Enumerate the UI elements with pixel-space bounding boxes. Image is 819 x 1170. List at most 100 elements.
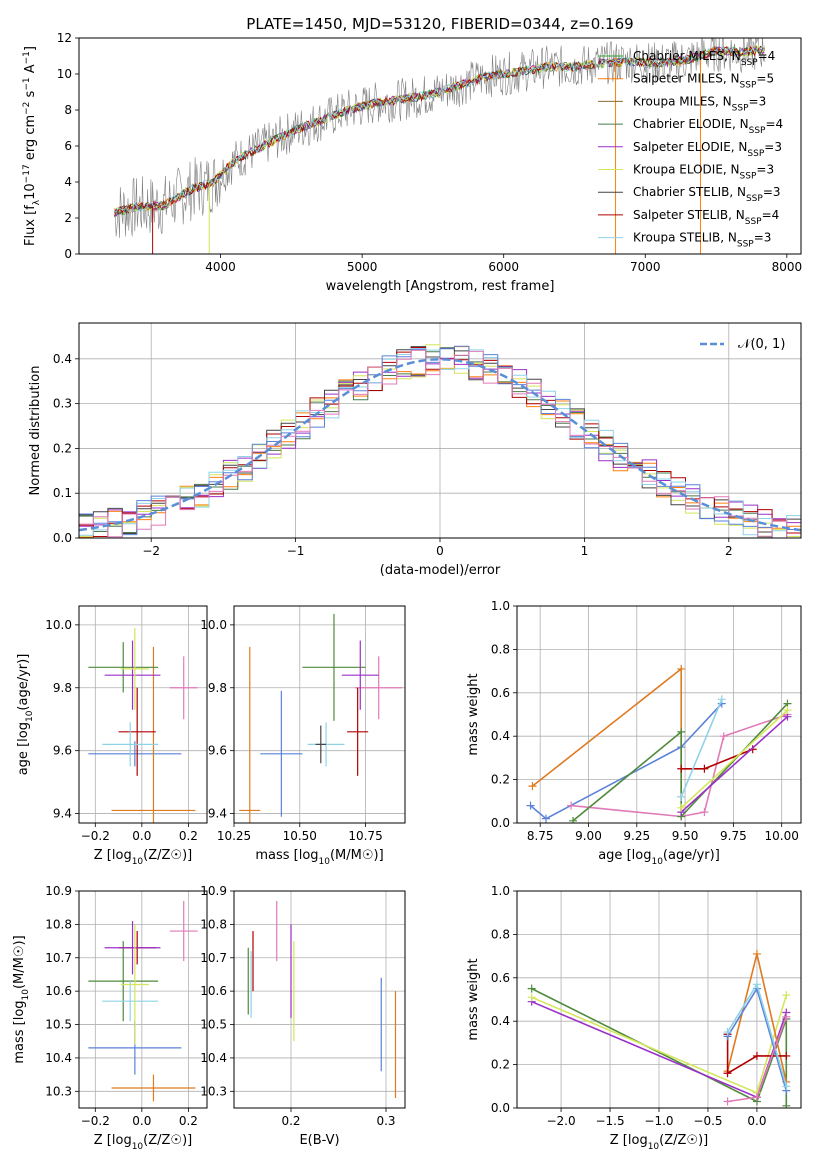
- y-tick-label: 10.5: [45, 1018, 72, 1032]
- y-tick-label: 0.1: [53, 486, 72, 500]
- y-tick-label: 0.0: [53, 531, 72, 545]
- plot-area: [79, 344, 801, 538]
- x-tick-label: 10.25: [217, 829, 251, 843]
- weight-point-marker: [752, 1051, 761, 1060]
- weight-point-marker: [782, 991, 791, 1000]
- axes-frame: [233, 605, 406, 824]
- y-tick-label: 0.6: [491, 686, 510, 700]
- x-tick-label: 0.0: [132, 1114, 151, 1128]
- weight-point-marker: [526, 801, 535, 810]
- axes-frame: [78, 322, 802, 539]
- figure-title: PLATE=1450, MJD=53120, FIBERID=0344, z=0…: [246, 15, 633, 33]
- y-tick-label: 10.9: [45, 884, 72, 898]
- x-axis-label: Z [log10(Z/Z☉)]: [610, 1133, 708, 1152]
- y-axis-label: mass weight: [466, 673, 481, 755]
- weight-point-marker: [677, 727, 686, 736]
- grid-lines: [233, 606, 405, 823]
- grid-lines: [517, 605, 801, 824]
- weight-vs-metallicity-panel: −2.0 −1.5 −1.0 −0.5 0.0 0.0 0.2 0.4 0.6 0.8 1.0 Z […: [466, 884, 802, 1152]
- weight-point-marker: [719, 732, 728, 741]
- y-tick-label: 0.4: [53, 352, 72, 366]
- y-tick-label: 9.6: [53, 744, 72, 758]
- y-tick-label: 1.0: [491, 884, 510, 898]
- x-axis-label: age [log10(age/yr)]: [598, 848, 720, 867]
- x-tick-label: 8000: [772, 260, 803, 274]
- y-tick-label: 9.4: [53, 807, 72, 821]
- y-tick-label: 9.8: [53, 681, 72, 695]
- weight-point-marker: [782, 1051, 791, 1060]
- weight-point-marker: [567, 801, 576, 810]
- x-tick-label: 0.0: [132, 829, 151, 843]
- weight-point-marker: [700, 764, 709, 773]
- y-tick-label: 8: [64, 103, 72, 117]
- weight-point-marker: [541, 814, 550, 823]
- y-tick-label: 2: [64, 211, 72, 225]
- weight-point-marker: [677, 792, 686, 801]
- x-axis-label: mass [log10(M/M☉)]: [255, 848, 383, 867]
- y-tick-label: 0.0: [491, 1101, 510, 1115]
- axes-frame: [516, 605, 802, 824]
- y-tick-label: 0.0: [491, 816, 510, 830]
- histogram-steps: [79, 349, 801, 538]
- weight-series-line: [572, 703, 789, 822]
- y-tick-label: 10.8: [200, 917, 227, 931]
- weight-vs-age-panel: 8.75 9.00 9.25 9.50 9.75 10.00 0.0 0.2 0.4 0.6 0.8…: [466, 599, 802, 867]
- weight-series-line: [532, 667, 682, 797]
- y-tick-label: 4: [64, 175, 72, 189]
- legend-entry: Salpeter MILES, NSSP=5: [633, 72, 774, 91]
- legend-entry: Kroupa MILES, NSSP=3: [633, 94, 766, 113]
- legend-entry: 𝒩(0, 1): [738, 337, 785, 352]
- y-tick-label: 10.0: [200, 618, 227, 632]
- x-tick-label: −1.5: [595, 1114, 624, 1128]
- x-tick-label: −0.2: [81, 829, 110, 843]
- x-axis-label: (data-model)/error: [380, 563, 501, 578]
- y-tick-label: 10.5: [200, 1018, 227, 1032]
- model-spectrum-line: [114, 45, 765, 213]
- normal-curve: [79, 358, 801, 532]
- spectrum-panel: 4000 5000 6000 7000 8000 0 2 4 6 8 10 12 wavelength …: [22, 31, 803, 294]
- grid-lines: [79, 890, 207, 1108]
- grid-lines: [517, 890, 801, 1109]
- weight-series-line: [529, 703, 723, 820]
- plot-area: [526, 664, 792, 823]
- y-tick-label: 10.9: [200, 884, 227, 898]
- y-tick-label: 10.3: [45, 1084, 72, 1098]
- axes-frame: [78, 37, 802, 255]
- y-tick-label: 9.6: [208, 744, 227, 758]
- legend-entry: Chabrier MILES, NSSP=4: [633, 49, 775, 68]
- weight-point-marker: [527, 984, 536, 993]
- y-tick-label: 0.3: [53, 397, 72, 411]
- x-tick-label: −1: [287, 544, 305, 558]
- y-tick-label: 12: [57, 31, 72, 45]
- y-axis-label: mass [log10(M/M☉)]: [12, 935, 31, 1063]
- y-tick-label: 10: [57, 67, 72, 81]
- y-axis-label: Flux [fλ10−17 erg cm−2 s−1 A−1]: [22, 46, 42, 246]
- residuals-panel: −2 −1 0 1 2 0.0 0.1 0.2 0.3 0.4 (data-model)/error…: [28, 322, 802, 578]
- weight-point-marker: [723, 1028, 732, 1037]
- x-tick-label: 0.3: [376, 1114, 395, 1128]
- y-tick-label: 1.0: [491, 599, 510, 613]
- weight-point-marker: [723, 1097, 732, 1106]
- weight-point-marker: [723, 1069, 732, 1078]
- x-tick-label: 0.2: [281, 1114, 300, 1128]
- x-tick-label: 5000: [347, 260, 378, 274]
- weight-series-line: [680, 709, 789, 809]
- weight-point-marker: [748, 745, 757, 754]
- weight-point-marker: [782, 1101, 791, 1108]
- y-axis-label: Normed distribution: [28, 366, 43, 496]
- weight-point-marker: [569, 816, 578, 823]
- weight-point-marker: [752, 1093, 761, 1102]
- x-tick-label: 9.75: [720, 829, 747, 843]
- y-tick-label: 0.2: [491, 773, 510, 787]
- y-tick-label: 0.8: [491, 642, 510, 656]
- x-axis-label: Z [log10(Z/Z☉)]: [94, 1133, 192, 1152]
- y-tick-label: 9.4: [208, 807, 227, 821]
- x-tick-label: 2: [725, 544, 733, 558]
- weight-point-marker: [700, 808, 709, 817]
- weight-series-line: [680, 698, 723, 798]
- x-tick-label: −2.0: [546, 1114, 575, 1128]
- axes-frame: [78, 890, 208, 1109]
- legend-entry: Salpeter STELIB, NSSP=4: [633, 208, 779, 227]
- plot-area: [114, 38, 766, 254]
- legend-entry: Kroupa ELODIE, NSSP=3: [633, 163, 774, 182]
